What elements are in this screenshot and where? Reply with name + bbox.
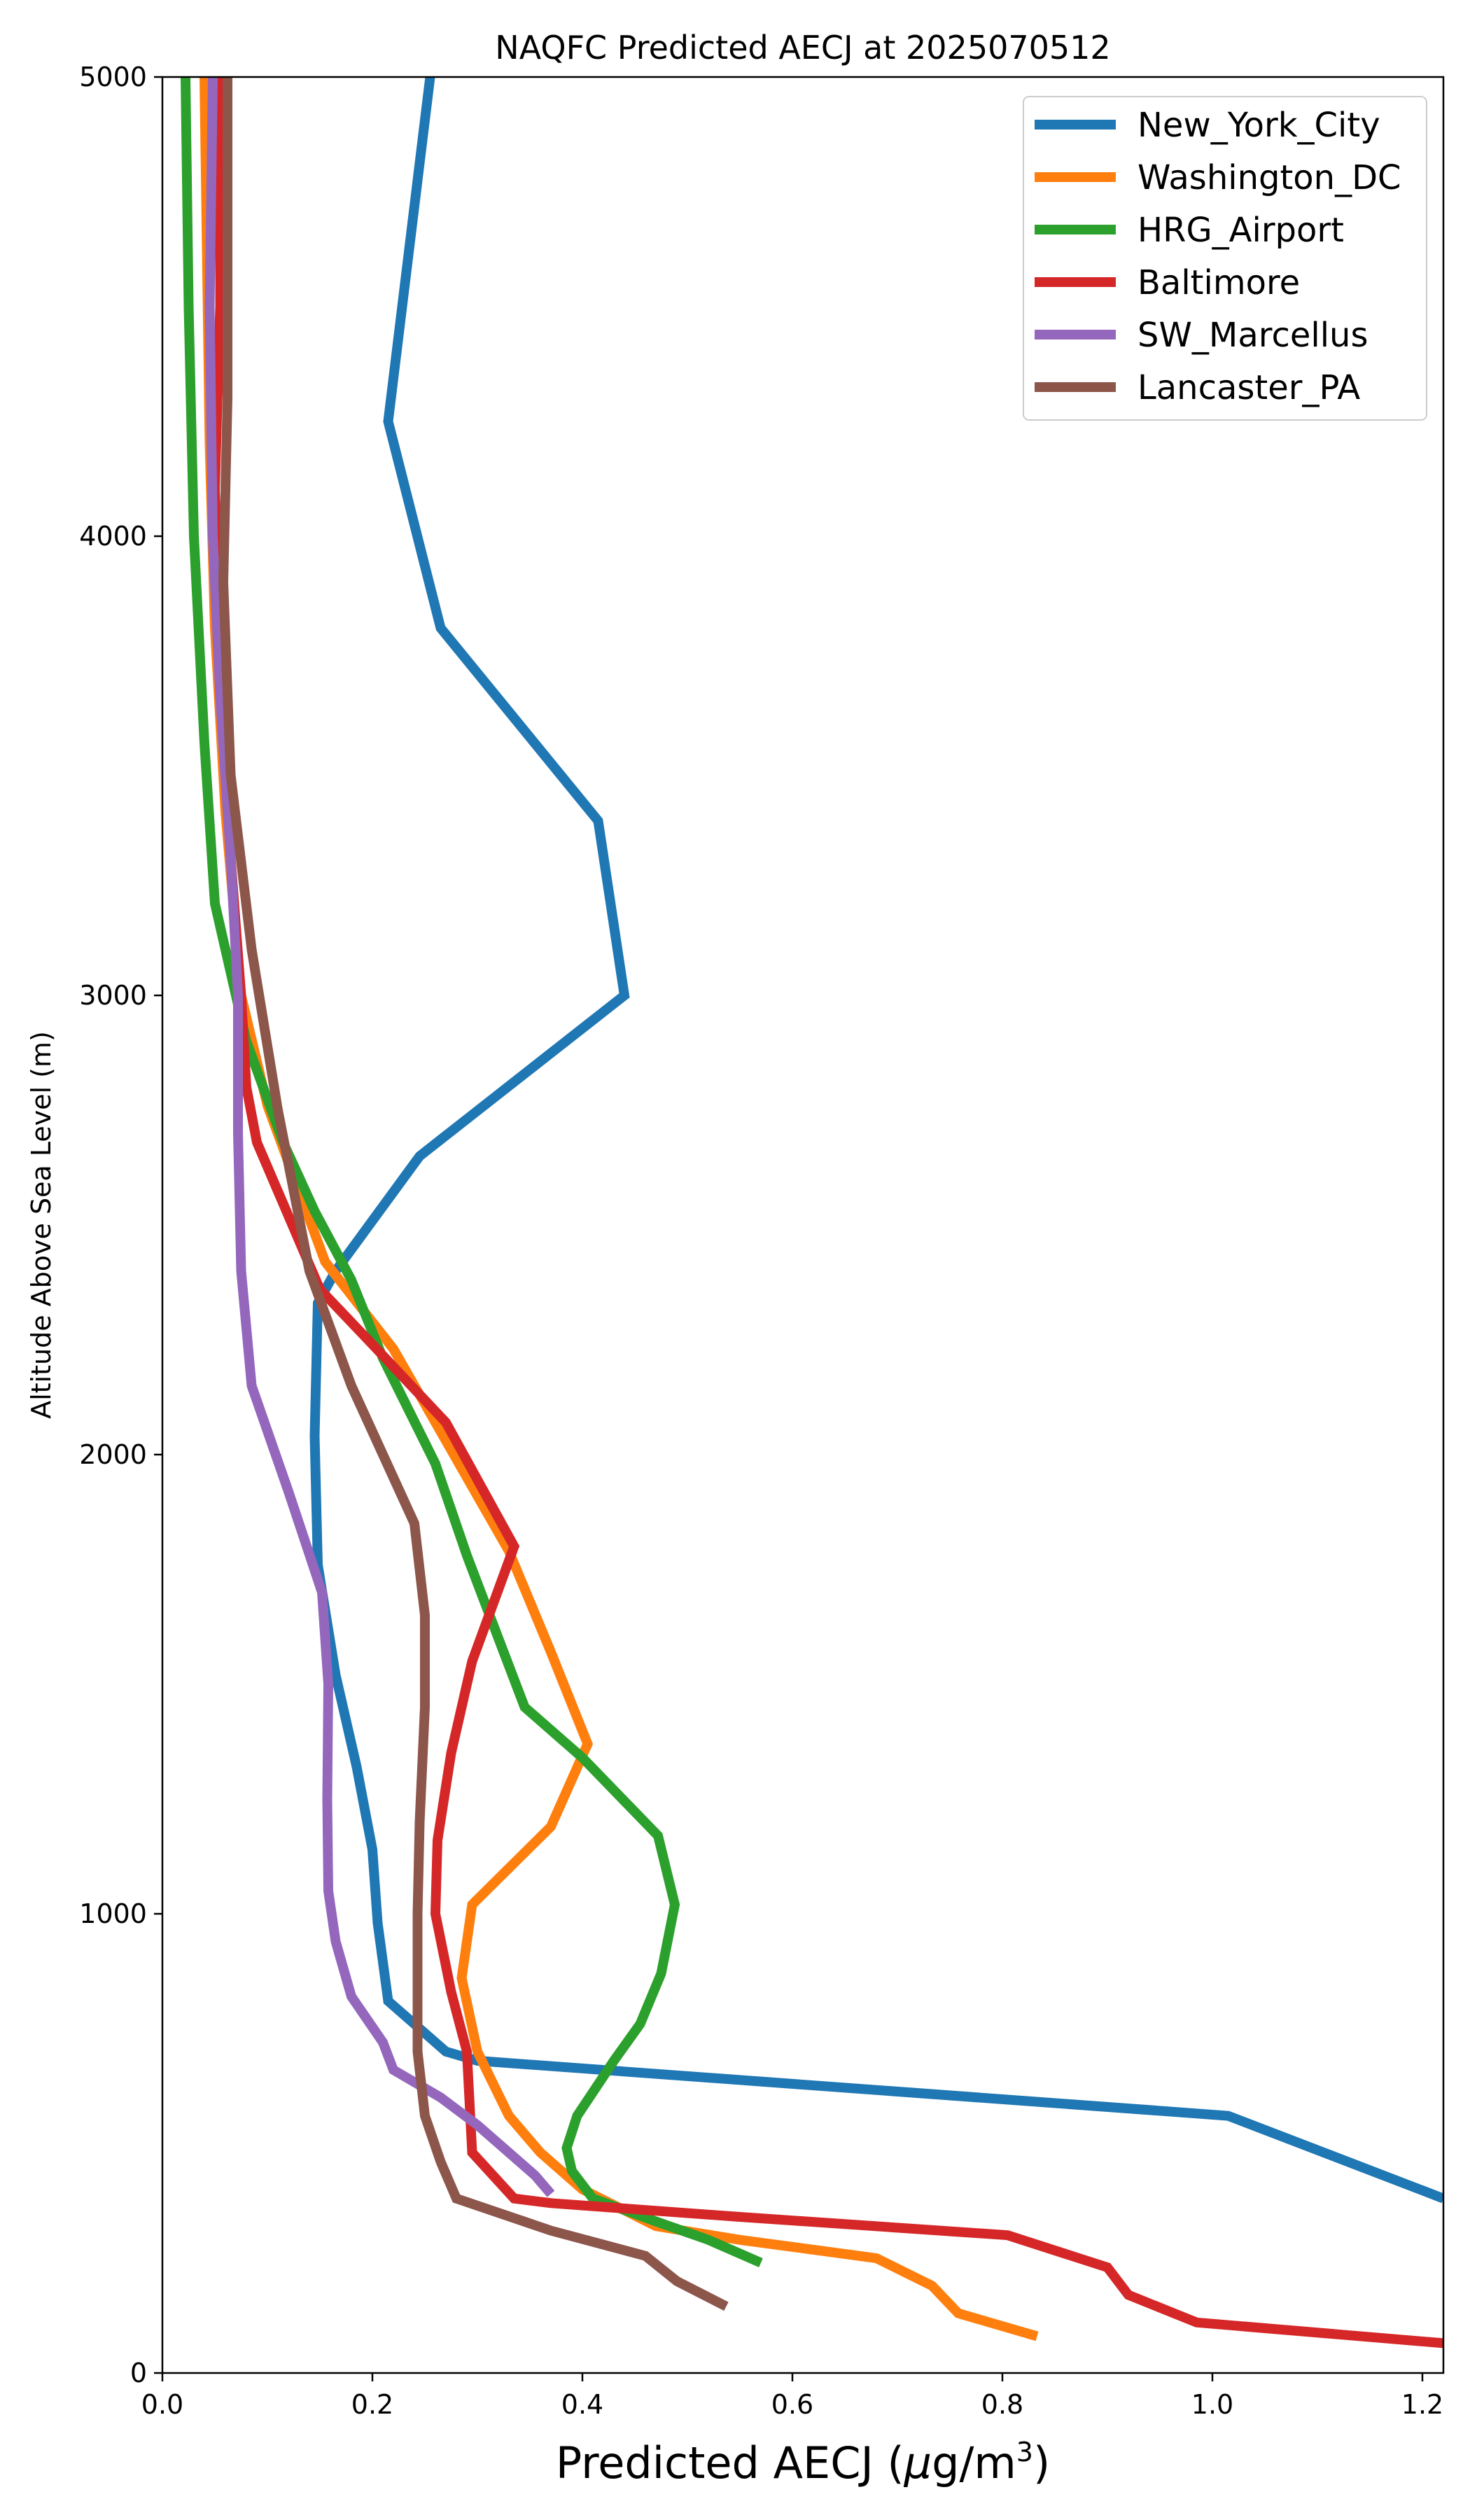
x-tick-label: 1.0 (1191, 2389, 1233, 2420)
y-tick-label: 3000 (79, 980, 147, 1011)
x-axis-ticks: 0.0 0.2 0.4 0.6 0.8 1.0 1.2 (141, 2373, 1443, 2420)
x-axis-label-main: Predicted AECJ ( (556, 2437, 904, 2488)
x-tick-label: 0.0 (141, 2389, 183, 2420)
legend-label-hrg-airport: HRG_Airport (1138, 211, 1344, 250)
y-axis-ticks: 0 1000 2000 3000 4000 5000 (79, 62, 162, 2388)
x-tick-label: 0.6 (771, 2389, 813, 2420)
series-line-hrg-airport (181, 77, 763, 2268)
series-layer (181, 77, 1443, 2348)
legend: New_York_City Washington_DC HRG_Airport Bal… (1023, 96, 1427, 421)
y-tick-label: 5000 (79, 62, 147, 92)
legend-label-new-york-city: New_York_City (1138, 106, 1380, 145)
y-tick-label: 4000 (79, 521, 147, 552)
legend-label-washington-dc: Washington_DC (1138, 158, 1401, 197)
legend-box (1023, 96, 1427, 421)
y-tick-label: 1000 (79, 1898, 147, 1929)
x-tick-label: 0.4 (561, 2389, 603, 2420)
x-axis-label-mu: μ (904, 2437, 932, 2488)
chart-title: NAQFC Predicted AECJ at 2025070512 (495, 29, 1110, 66)
series-line-lancaster-pa (218, 77, 729, 2311)
x-axis-label: Predicted AECJ (μg/m3) (556, 2437, 1050, 2488)
x-tick-label: 1.2 (1401, 2389, 1443, 2420)
x-tick-label: 0.2 (351, 2389, 393, 2420)
series-line-washington-dc (200, 77, 1039, 2342)
y-axis-label: Altitude Above Sea Level (m) (26, 1031, 57, 1419)
legend-label-baltimore: Baltimore (1138, 263, 1300, 302)
y-tick-label: 0 (130, 2358, 147, 2388)
legend-label-sw-marcellus: SW_Marcellus (1138, 316, 1368, 355)
legend-label-lancaster-pa: Lancaster_PA (1138, 368, 1360, 407)
x-axis-label-superscript: 3 (1016, 2437, 1033, 2468)
x-tick-label: 0.8 (981, 2389, 1023, 2420)
plot-frame (161, 76, 1445, 2374)
x-axis-label-unit: g/m (932, 2437, 1016, 2488)
x-axis-label-close: ) (1033, 2437, 1050, 2488)
y-tick-label: 2000 (79, 1439, 147, 1470)
